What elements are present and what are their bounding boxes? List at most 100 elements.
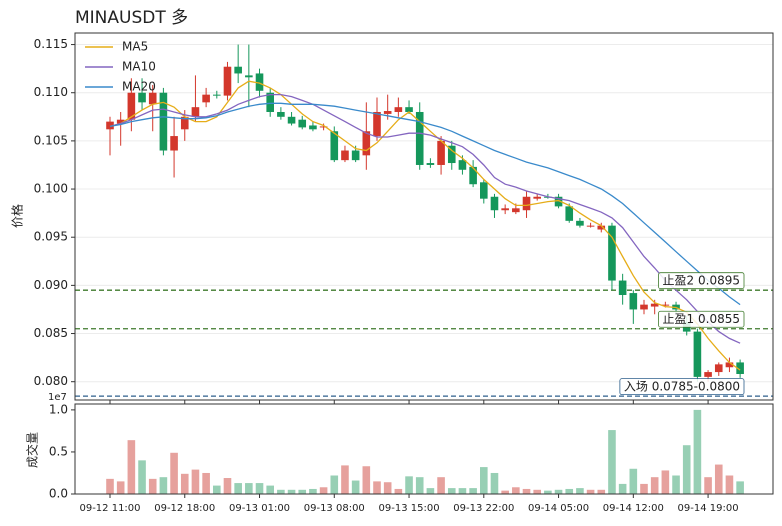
- y-tick-label: 0.0: [49, 487, 68, 501]
- candle-body: [512, 208, 520, 213]
- volume-bar: [138, 460, 146, 494]
- x-tick-label: 09-14 12:00: [603, 503, 664, 514]
- volume-bar: [447, 488, 456, 494]
- candle-body: [148, 92, 157, 105]
- volume-axis-label: 成交量: [25, 432, 40, 468]
- ma-line: [109, 102, 741, 306]
- volume-bar: [704, 477, 712, 494]
- x-tick-label: 09-14 05:00: [528, 503, 589, 514]
- volume-bar: [490, 472, 499, 494]
- candle-body: [447, 145, 456, 164]
- candle-body: [277, 111, 285, 117]
- legend-label: MA5: [122, 40, 148, 54]
- candle-body: [202, 94, 210, 103]
- volume-bar: [501, 490, 509, 494]
- plot-frame: [74, 403, 774, 495]
- candle-body: [298, 119, 307, 128]
- volume-bar: [213, 485, 221, 494]
- volume-bar: [373, 481, 381, 494]
- candle-body: [629, 293, 638, 310]
- candle-body: [223, 66, 232, 96]
- volume-bar: [191, 469, 200, 494]
- candle-body: [138, 92, 146, 103]
- candle-body: [586, 225, 595, 227]
- candle-body: [618, 280, 627, 296]
- candle-body: [565, 206, 574, 221]
- x-tick-label: 09-13 01:00: [229, 503, 290, 514]
- candle-body: [191, 107, 200, 117]
- volume-bar: [544, 490, 552, 494]
- legend-label: MA20: [122, 80, 156, 94]
- volume-bar: [116, 481, 125, 494]
- candle-body: [608, 225, 616, 281]
- volume-bar: [650, 477, 659, 494]
- candle-body: [180, 116, 189, 130]
- volume-bar: [480, 467, 488, 494]
- volume-bar: [309, 488, 317, 494]
- candle-body: [351, 150, 360, 161]
- volume-bar: [127, 440, 136, 494]
- volume-bar: [458, 488, 467, 494]
- candle-body: [736, 362, 744, 374]
- candle-body: [480, 182, 488, 199]
- volume-bar: [351, 480, 360, 494]
- volume-bar: [469, 488, 477, 494]
- volume-bar: [223, 478, 232, 494]
- volume-bar: [341, 465, 349, 494]
- candle-body: [373, 111, 381, 137]
- candle-body: [714, 364, 723, 373]
- volume-bar: [148, 478, 157, 494]
- volume-bar: [554, 489, 563, 494]
- volume-bar: [394, 488, 403, 494]
- candle-body: [245, 75, 253, 78]
- volume-bar: [437, 477, 445, 494]
- volume-bar: [565, 488, 574, 494]
- candle-body: [330, 131, 339, 161]
- x-tick-label: 09-13 22:00: [453, 503, 514, 514]
- y-tick-label: 0.105: [34, 133, 68, 147]
- x-tick-label: 09-14 19:00: [678, 503, 739, 514]
- y-tick-label: 0.085: [34, 326, 68, 340]
- volume-bar: [405, 476, 413, 494]
- y-tick-label: 0.115: [34, 37, 68, 51]
- candle-body: [255, 73, 264, 91]
- y-tick-label: 0.100: [34, 182, 68, 196]
- y-tick-label: 0.095: [34, 230, 68, 244]
- volume-bar: [266, 485, 274, 494]
- volume-bar: [159, 477, 168, 494]
- y-tick-label: 0.5: [49, 444, 68, 458]
- candle-body: [490, 196, 499, 211]
- candle-body: [170, 136, 178, 151]
- x-tick-label: 09-12 11:00: [79, 503, 140, 514]
- volume-bar: [586, 489, 595, 494]
- legend-label: MA10: [122, 60, 156, 74]
- volume-bar: [277, 489, 285, 494]
- volume-bar: [330, 475, 339, 494]
- volume-bar: [512, 487, 520, 494]
- candle-body: [522, 196, 531, 211]
- level-label-box: [658, 310, 745, 328]
- y-tick-label: 0.110: [34, 85, 68, 99]
- candle-body: [469, 166, 477, 185]
- candle-body: [501, 208, 509, 211]
- volume-bar: [180, 473, 189, 494]
- ma-line: [109, 80, 741, 371]
- volume-bar: [682, 445, 691, 494]
- volume-bar: [725, 475, 734, 494]
- volume-bar: [245, 483, 253, 494]
- volume-bar: [661, 470, 670, 494]
- level-label: 止盈1 0.0855: [663, 312, 740, 326]
- volume-bar: [693, 409, 702, 494]
- volume-bar: [618, 483, 627, 494]
- offset-label: 1e7: [48, 392, 67, 403]
- candle-body: [415, 111, 424, 165]
- candle-body: [640, 304, 648, 310]
- volume-bar: [170, 452, 178, 494]
- candle-body: [458, 160, 467, 170]
- x-tick-label: 09-13 15:00: [379, 503, 440, 514]
- volume-bar: [426, 488, 435, 494]
- candle-body: [725, 362, 734, 368]
- ma-line: [109, 93, 741, 344]
- candle-body: [394, 107, 403, 112]
